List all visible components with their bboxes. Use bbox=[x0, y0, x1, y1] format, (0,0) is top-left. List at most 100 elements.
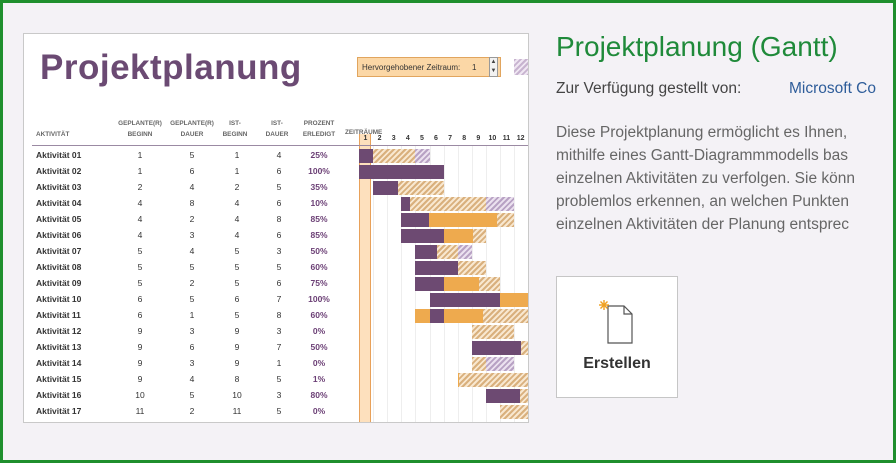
completed-in-plan-bar bbox=[471, 341, 522, 355]
completed-in-plan-bar bbox=[429, 309, 444, 323]
activity-name: Aktivität 08 bbox=[36, 262, 82, 272]
actual-bar bbox=[500, 405, 528, 419]
actual-duration-cell: 5 bbox=[276, 406, 282, 416]
actual-duration-cell: 5 bbox=[276, 374, 282, 384]
highlight-period-label: Hervorgehobener Zeitraum: bbox=[362, 63, 461, 72]
template-description: Diese Projektplanung ermöglicht es Ihnen… bbox=[556, 121, 896, 236]
percent-complete-cell: 25% bbox=[310, 150, 328, 160]
highlight-period-field: Hervorgehobener Zeitraum: 1 bbox=[357, 57, 501, 77]
planned-start-cell: 4 bbox=[137, 230, 143, 240]
timeline-day-number: 4 bbox=[405, 135, 410, 142]
completed-in-plan-bar bbox=[359, 165, 444, 179]
actual-bar bbox=[457, 373, 528, 387]
planned-duration-cell: 5 bbox=[189, 262, 195, 272]
activity-name: Aktivität 01 bbox=[36, 150, 82, 160]
actual-start-cell: 8 bbox=[234, 374, 240, 384]
percent-complete-cell: 0% bbox=[312, 406, 326, 416]
planned-duration-cell: 3 bbox=[189, 230, 195, 240]
planned-duration-cell: 1 bbox=[189, 310, 195, 320]
actual-duration-cell: 6 bbox=[276, 230, 282, 240]
actual-duration-cell: 3 bbox=[276, 390, 282, 400]
actual-duration-cell: 3 bbox=[276, 246, 282, 256]
planned-start-cell: 1 bbox=[137, 166, 143, 176]
activity-name: Aktivität 13 bbox=[36, 342, 82, 352]
planned-start-cell: 6 bbox=[137, 294, 143, 304]
percent-complete-cell: 50% bbox=[310, 246, 328, 256]
actual-start-cell: 5 bbox=[234, 262, 240, 272]
actual-start-cell: 4 bbox=[234, 230, 240, 240]
actual-duration-cell: 4 bbox=[276, 150, 282, 160]
percent-complete-cell: 35% bbox=[310, 182, 328, 192]
description-line: mithilfe eines Gantt-Diagrammmodells bas bbox=[556, 147, 849, 164]
timeline-gridline bbox=[387, 146, 389, 422]
timeline-gridline bbox=[373, 146, 375, 422]
timeline-day-number: 10 bbox=[488, 135, 497, 142]
completed-in-plan-bar bbox=[415, 245, 437, 259]
actual-start-cell: 2 bbox=[234, 182, 240, 192]
description-line: Diese Projektplanung ermöglicht es Ihnen… bbox=[556, 124, 848, 141]
completed-in-plan-bar bbox=[359, 149, 374, 163]
activity-name: Aktivität 15 bbox=[36, 374, 82, 384]
activity-name: Aktivität 17 bbox=[36, 406, 82, 416]
planned-duration-cell: 4 bbox=[189, 182, 195, 192]
actual-start-cell: 5 bbox=[234, 278, 240, 288]
provided-by-label: Zur Verfügung gestellt von: bbox=[556, 80, 742, 97]
planned-duration-cell: 2 bbox=[189, 214, 195, 224]
table-row: Aktivität 12 9 3 9 3 0% bbox=[24, 323, 528, 339]
create-button[interactable]: Erstellen bbox=[556, 276, 678, 398]
planned-start-cell: 9 bbox=[137, 326, 143, 336]
actual-bar bbox=[359, 149, 416, 163]
table-row: Aktivität 03 2 4 2 5 35% bbox=[24, 179, 528, 195]
percent-complete-cell: 60% bbox=[310, 310, 328, 320]
highlighted-period-column bbox=[359, 134, 371, 422]
sheet-title: Projektplanung bbox=[40, 48, 302, 87]
planned-duration-cell: 6 bbox=[189, 166, 195, 176]
percent-complete-cell: 0% bbox=[312, 326, 326, 336]
planned-duration-cell: 5 bbox=[189, 294, 195, 304]
completed-in-plan-bar bbox=[401, 229, 444, 243]
activity-name: Aktivität 11 bbox=[36, 310, 81, 320]
completed-in-plan-bar bbox=[401, 197, 410, 211]
table-row: Aktivität 16 10 5 10 3 80% bbox=[24, 387, 528, 403]
actual-start-cell: 5 bbox=[234, 246, 240, 256]
table-row: Aktivität 17 11 2 11 5 0% bbox=[24, 403, 528, 419]
highlight-period-value: 1 bbox=[472, 63, 477, 72]
actual-bar bbox=[401, 197, 486, 211]
actual-start-cell: 4 bbox=[234, 198, 240, 208]
table-row: Aktivität 05 4 2 4 8 85% bbox=[24, 211, 528, 227]
actual-start-cell: 1 bbox=[234, 166, 240, 176]
table-row: Aktivität 13 9 6 9 7 50% bbox=[24, 339, 528, 355]
planned-duration-cell: 2 bbox=[189, 278, 195, 288]
actual-duration-cell: 6 bbox=[276, 278, 282, 288]
table-row: Aktivität 04 4 8 4 6 10% bbox=[24, 195, 528, 211]
activity-name: Aktivität 03 bbox=[36, 182, 82, 192]
timeline-day-number: 1 bbox=[363, 135, 368, 142]
actual-bar bbox=[471, 325, 515, 339]
actual-duration-cell: 1 bbox=[276, 358, 282, 368]
planned-start-cell: 11 bbox=[135, 406, 145, 416]
planned-start-cell: 10 bbox=[135, 390, 145, 400]
table-row: Aktivität 09 5 2 5 6 75% bbox=[24, 275, 528, 291]
table-row: Aktivität 06 4 3 4 6 85% bbox=[24, 227, 528, 243]
publisher-link[interactable]: Microsoft Co bbox=[789, 80, 876, 97]
actual-duration-cell: 5 bbox=[276, 262, 282, 272]
planned-start-cell: 5 bbox=[137, 278, 143, 288]
timeline-gridline bbox=[528, 146, 529, 422]
timeline-day-number: 7 bbox=[448, 135, 453, 142]
template-preview: Projektplanung Hervorgehobener Zeitraum:… bbox=[23, 33, 529, 423]
planned-duration-cell: 5 bbox=[189, 390, 195, 400]
header-timeline: ZEITRÄUME bbox=[345, 129, 383, 136]
activity-name: Aktivität 12 bbox=[36, 326, 82, 336]
percent-complete-cell: 100% bbox=[308, 166, 330, 176]
timeline-day-number: 9 bbox=[476, 135, 481, 142]
completed-in-plan-bar bbox=[373, 181, 398, 195]
actual-start-cell: 4 bbox=[234, 214, 240, 224]
completed-bar bbox=[415, 309, 484, 323]
template-title: Projektplanung (Gantt) bbox=[556, 31, 838, 62]
actual-duration-cell: 6 bbox=[276, 166, 282, 176]
planned-start-cell: 4 bbox=[137, 214, 143, 224]
actual-duration-cell: 5 bbox=[276, 182, 282, 192]
planned-start-cell: 4 bbox=[137, 198, 143, 208]
create-button-label: Erstellen bbox=[583, 355, 651, 372]
header-actual-start: IST- BEGINN bbox=[222, 120, 248, 138]
